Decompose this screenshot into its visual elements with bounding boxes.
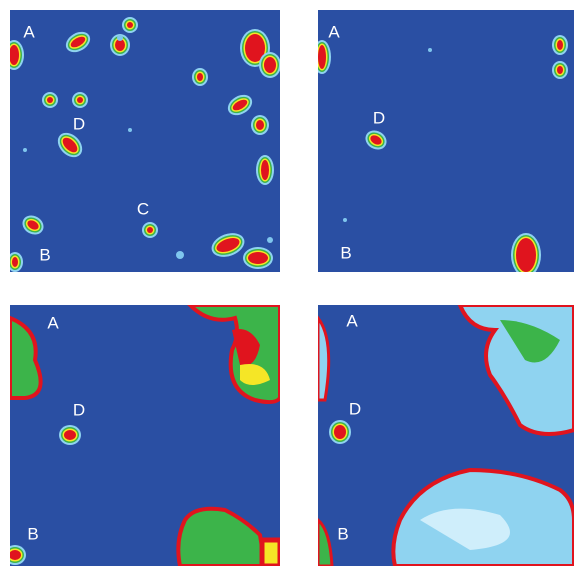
- heat-region: [127, 22, 133, 28]
- heat-region: [370, 135, 382, 145]
- panel: [10, 305, 280, 566]
- heat-region: [420, 508, 510, 550]
- heat-region: [343, 218, 347, 222]
- label: B: [340, 243, 351, 262]
- panel: [318, 305, 574, 566]
- label: C: [137, 199, 149, 218]
- heat-region: [557, 66, 563, 74]
- heat-region: [557, 40, 563, 50]
- label: B: [27, 524, 38, 543]
- label: A: [23, 22, 35, 41]
- label: D: [73, 400, 85, 419]
- heat-region: [117, 35, 123, 41]
- heat-region: [216, 238, 240, 252]
- heat-region: [318, 518, 334, 566]
- heat-region: [27, 220, 39, 230]
- heat-region: [62, 137, 78, 153]
- heat-region: [47, 97, 53, 103]
- label: D: [373, 108, 385, 127]
- heat-region: [256, 120, 264, 130]
- panel: [10, 10, 280, 272]
- heat-region: [428, 48, 432, 52]
- heat-region: [128, 128, 132, 132]
- heat-region: [232, 99, 248, 111]
- heat-region: [197, 73, 203, 81]
- heat-region: [516, 238, 536, 272]
- label: D: [73, 114, 85, 133]
- label: A: [346, 311, 358, 330]
- heat-region: [64, 430, 76, 440]
- heat-region: [245, 34, 265, 62]
- heat-region: [248, 252, 268, 264]
- heat-region: [10, 550, 21, 560]
- label: D: [349, 399, 361, 418]
- heat-region: [500, 320, 560, 363]
- heat-region: [259, 537, 280, 566]
- heat-region: [115, 39, 125, 51]
- heat-region: [318, 45, 326, 69]
- heat-region: [23, 148, 27, 152]
- panel: [318, 10, 574, 272]
- heat-region: [232, 329, 260, 366]
- heat-region: [10, 315, 43, 400]
- heat-region: [147, 227, 153, 233]
- heat-region: [12, 257, 18, 267]
- heat-region: [267, 237, 273, 243]
- heat-region: [334, 425, 346, 439]
- heat-region: [261, 160, 269, 180]
- heat-region: [176, 251, 184, 259]
- heat-region: [77, 97, 83, 103]
- heat-region: [318, 315, 331, 402]
- label: A: [47, 313, 59, 332]
- heat-region: [264, 57, 276, 73]
- heat-region: [10, 45, 19, 65]
- heat-region: [176, 506, 268, 566]
- label: A: [328, 22, 340, 41]
- heat-region: [70, 36, 86, 48]
- heat-region: [240, 364, 270, 385]
- label: B: [337, 524, 348, 543]
- label: B: [39, 245, 50, 264]
